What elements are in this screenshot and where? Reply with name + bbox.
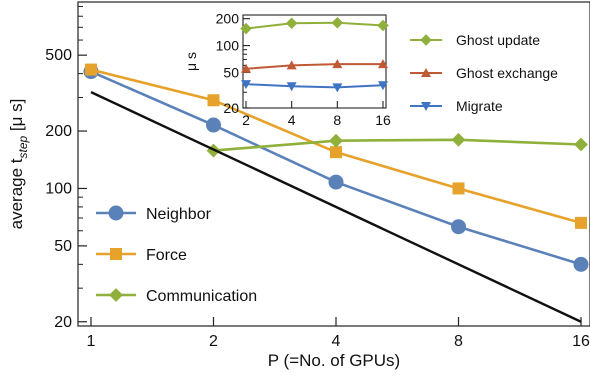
x-tick-label-1: 1 xyxy=(87,333,96,350)
legend-label-communication: Communication xyxy=(146,288,257,305)
plot-frame xyxy=(77,1,590,327)
series-neighbor xyxy=(83,64,589,272)
inset-legend-ghost-exchange-point-0 xyxy=(421,68,431,77)
inset-x-tick-label-8: 8 xyxy=(333,112,341,128)
neighbor-point-3 xyxy=(451,219,466,235)
y-tick-label-20: 20 xyxy=(54,314,72,331)
inset-y-tick-label-50: 50 xyxy=(223,64,239,80)
inset-migrate-point-0 xyxy=(241,80,251,90)
inset-ghost-update-point-3 xyxy=(377,19,389,32)
main-plot: 20 50 100 200 500 1 2 4 8 16 P (=No. of GPUs) avera… xyxy=(7,1,590,370)
communication-point-3 xyxy=(574,137,588,152)
inset-y-tick-label-20: 20 xyxy=(223,100,239,116)
y-axis-label: average tstep [μ s] xyxy=(7,99,30,230)
reference-line-line xyxy=(90,91,582,323)
x-axis-label: P (=No. of GPUs) xyxy=(268,351,400,370)
inset-frame xyxy=(242,14,387,109)
inset-ghost-exchange-line xyxy=(245,63,383,70)
inset-legend: Ghost update Ghost exchange Migrate xyxy=(410,32,558,114)
communication-point-2 xyxy=(451,132,466,147)
force-point-2 xyxy=(330,146,342,159)
inset-y-tick-label-200: 200 xyxy=(216,11,240,27)
y-tick-label-500: 500 xyxy=(45,47,72,64)
force-point-1 xyxy=(207,94,220,107)
legend-label-neighbor: Neighbor xyxy=(146,206,212,223)
inset-legend-migrate-point-0 xyxy=(421,102,431,111)
neighbor-point-4 xyxy=(573,256,589,272)
inset-ghost-update-point-2 xyxy=(331,17,344,29)
legend-neighbor-point-0 xyxy=(108,205,124,221)
inset-legend-label-ghost-update: Ghost update xyxy=(456,32,540,48)
x-tick-label-4: 4 xyxy=(332,333,341,350)
communication-point-1 xyxy=(329,133,343,148)
inset-ghost-exchange-point-2 xyxy=(332,59,343,69)
communication-line xyxy=(213,138,582,152)
inset-legend-ghost-update-point-0 xyxy=(420,34,432,46)
series-reference-line xyxy=(90,91,582,323)
inset-y-axis-label: μ s xyxy=(183,52,199,71)
legend-communication-point-0 xyxy=(109,288,123,302)
series-communication xyxy=(206,132,588,158)
force-point-0 xyxy=(85,63,97,76)
legend-force-point-0 xyxy=(110,248,122,260)
y-tick-label-100: 100 xyxy=(45,180,72,197)
inset-plot: 20 50 100 200 2 4 8 16 μ s Ghost update Ghost exch… xyxy=(183,11,558,128)
x-tick-label-16: 16 xyxy=(572,333,590,350)
inset-migrate-point-2 xyxy=(332,83,343,93)
main-legend: Neighbor Force Communication xyxy=(96,205,257,305)
series-inset-ghost-update xyxy=(240,17,389,35)
inset-x-tick-label-2: 2 xyxy=(242,112,250,128)
inset-ghost-update-point-0 xyxy=(240,22,252,35)
neighbor-point-1 xyxy=(206,117,221,133)
series-inset-ghost-exchange xyxy=(241,59,388,73)
neighbor-point-2 xyxy=(328,174,344,190)
x-tick-label-2: 2 xyxy=(209,333,218,350)
y-tick-label-200: 200 xyxy=(45,123,72,140)
inset-ghost-exchange-point-0 xyxy=(241,63,251,73)
inset-ghost-exchange-point-3 xyxy=(378,59,388,69)
x-tick-label-8: 8 xyxy=(454,333,463,350)
force-point-3 xyxy=(452,182,465,195)
series-inset-migrate xyxy=(241,80,388,93)
inset-legend-label-ghost-exchange: Ghost exchange xyxy=(456,65,558,81)
inset-migrate-line xyxy=(245,83,384,89)
inset-x-tick-label-16: 16 xyxy=(375,112,391,128)
inset-x-tick-label-4: 4 xyxy=(288,112,296,128)
inset-legend-label-migrate: Migrate xyxy=(456,98,503,114)
legend-label-force: Force xyxy=(146,247,187,264)
inset-y-tick-label-100: 100 xyxy=(216,38,240,54)
inset-ghost-update-point-1 xyxy=(285,17,298,29)
inset-ghost-exchange-point-1 xyxy=(286,60,297,70)
y-tick-label-50: 50 xyxy=(54,238,72,255)
series-force xyxy=(85,63,587,229)
inset-migrate-point-1 xyxy=(286,82,297,92)
inset-ghost-update-line xyxy=(245,21,384,30)
inset-migrate-point-3 xyxy=(378,81,388,91)
force-point-4 xyxy=(575,216,587,229)
